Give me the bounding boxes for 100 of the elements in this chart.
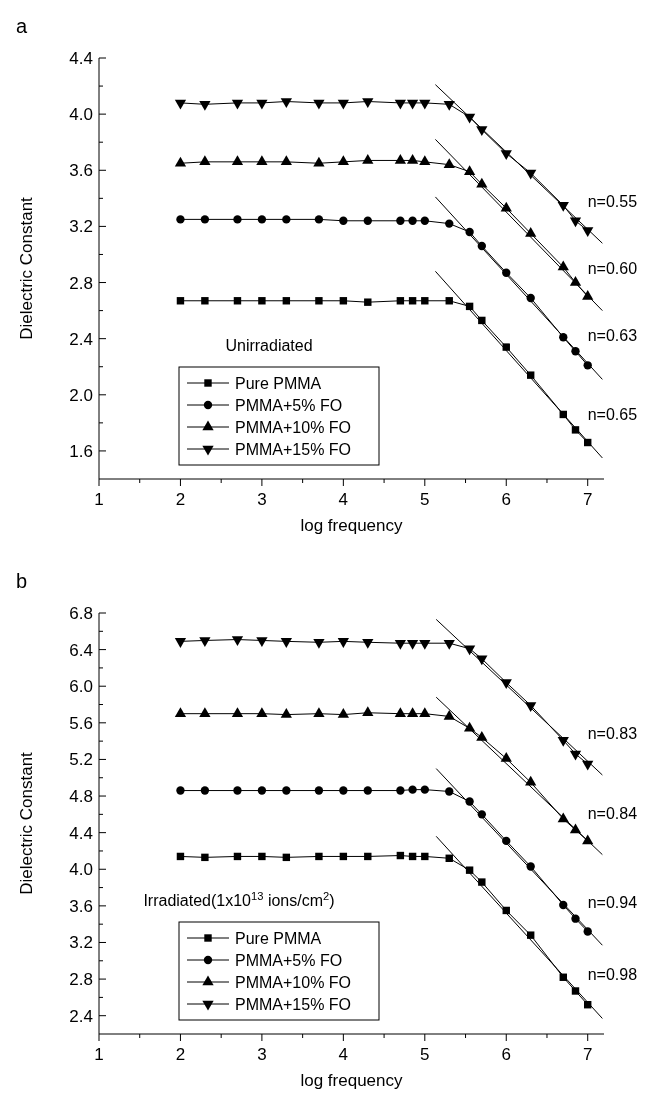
legend-label: PMMA+5% FO bbox=[235, 952, 343, 969]
x-axis-title: log frequency bbox=[300, 516, 404, 535]
y-tick-label: 3.2 bbox=[69, 217, 93, 237]
point bbox=[582, 227, 594, 238]
x-tick-label: 5 bbox=[420, 1045, 430, 1064]
y-tick-label: 4.4 bbox=[69, 823, 93, 843]
point bbox=[231, 636, 244, 647]
point bbox=[339, 216, 348, 225]
x-tick-label: 4 bbox=[338, 490, 349, 509]
y-tick-label: 4.4 bbox=[69, 49, 93, 68]
y-axis-title: Dielectric Constant bbox=[17, 751, 36, 895]
legend-label: PMMA+10% FO bbox=[235, 974, 352, 991]
point bbox=[315, 852, 323, 861]
y-tick-label: 3.6 bbox=[69, 161, 93, 181]
point bbox=[233, 786, 242, 795]
y-tick-label: 2.8 bbox=[69, 970, 93, 990]
point bbox=[421, 852, 429, 861]
point bbox=[362, 639, 374, 649]
annotation: n=0.63 bbox=[587, 327, 638, 345]
point bbox=[231, 99, 244, 110]
point bbox=[420, 785, 429, 794]
legend-label: PMMA+10% FO bbox=[235, 419, 352, 436]
point bbox=[443, 639, 455, 650]
point bbox=[199, 101, 211, 111]
point bbox=[199, 637, 211, 647]
x-tick-label: 2 bbox=[175, 490, 186, 509]
point bbox=[282, 215, 291, 224]
point bbox=[258, 297, 266, 305]
x-tick-label: 2 bbox=[175, 1045, 186, 1064]
point bbox=[176, 215, 185, 224]
y-tick-label: 2.4 bbox=[69, 1006, 93, 1026]
x-tick-label: 7 bbox=[582, 1045, 593, 1064]
y-tick-label: 4.0 bbox=[69, 105, 93, 125]
y-tick-label: 4.0 bbox=[69, 860, 93, 880]
x-tick-label: 6 bbox=[501, 1045, 511, 1064]
chart-title: a bbox=[16, 15, 28, 37]
point bbox=[408, 216, 417, 225]
point bbox=[363, 216, 372, 225]
legend-label: PMMA+15% FO bbox=[235, 996, 352, 1013]
point bbox=[406, 99, 419, 110]
x-tick-label: 6 bbox=[501, 490, 511, 509]
point bbox=[419, 99, 431, 110]
point bbox=[478, 878, 486, 886]
point bbox=[174, 99, 187, 110]
point bbox=[420, 216, 429, 225]
point bbox=[201, 853, 209, 862]
x-axis-title: log frequency bbox=[300, 1071, 404, 1090]
legend-label: Pure PMMA bbox=[235, 930, 322, 947]
x-tick-label: 4 bbox=[338, 1045, 349, 1064]
y-tick-label: 6.8 bbox=[69, 604, 93, 623]
y-tick-label: 3.6 bbox=[69, 896, 93, 916]
point bbox=[394, 639, 407, 650]
point bbox=[174, 638, 187, 648]
y-tick-label: 1.6 bbox=[69, 441, 93, 461]
point bbox=[314, 786, 324, 795]
annotation: n=0.83 bbox=[587, 725, 638, 743]
point bbox=[394, 99, 407, 110]
point bbox=[314, 215, 324, 224]
point bbox=[476, 126, 488, 137]
point bbox=[337, 99, 349, 110]
point bbox=[256, 637, 268, 647]
point bbox=[362, 98, 374, 109]
point bbox=[396, 216, 405, 225]
point bbox=[200, 215, 210, 224]
legend-label: PMMA+5% FO bbox=[235, 397, 343, 414]
x-tick-label: 1 bbox=[94, 490, 104, 509]
point bbox=[258, 852, 266, 861]
y-axis-title: Dielectric Constant bbox=[17, 196, 36, 340]
y-tick-label: 2.0 bbox=[69, 385, 93, 405]
point bbox=[257, 786, 267, 795]
point bbox=[421, 297, 429, 305]
y-tick-label: 4.8 bbox=[69, 787, 93, 807]
y-tick-label: 3.2 bbox=[69, 933, 93, 953]
y-tick-label: 2.4 bbox=[69, 329, 93, 349]
annotation: n=0.94 bbox=[587, 893, 638, 911]
point bbox=[257, 215, 267, 224]
x-tick-label: 1 bbox=[94, 1045, 104, 1064]
annotation: n=0.55 bbox=[587, 193, 638, 211]
point bbox=[313, 99, 325, 110]
legend-label: PMMA+15% FO bbox=[235, 441, 352, 458]
point bbox=[443, 101, 455, 111]
y-tick-label: 2.8 bbox=[69, 273, 93, 293]
point bbox=[526, 931, 535, 939]
point bbox=[256, 99, 268, 110]
point bbox=[445, 219, 454, 228]
annotation: n=0.98 bbox=[587, 966, 638, 984]
point bbox=[315, 297, 323, 305]
point bbox=[176, 786, 185, 795]
point bbox=[200, 786, 210, 795]
point bbox=[233, 215, 242, 224]
y-tick-label: 5.2 bbox=[69, 750, 93, 770]
point bbox=[364, 298, 372, 306]
y-tick-label: 5.6 bbox=[69, 713, 93, 733]
annotation: n=0.65 bbox=[587, 405, 638, 423]
legend-label: Pure PMMA bbox=[235, 375, 322, 392]
point bbox=[337, 638, 349, 648]
point bbox=[339, 786, 348, 795]
annotation: Irradiated(1x10$^{13}$ ions/cm$^{2}$) bbox=[143, 890, 335, 909]
point bbox=[406, 639, 419, 650]
y-tick-label: 6.4 bbox=[69, 640, 93, 660]
